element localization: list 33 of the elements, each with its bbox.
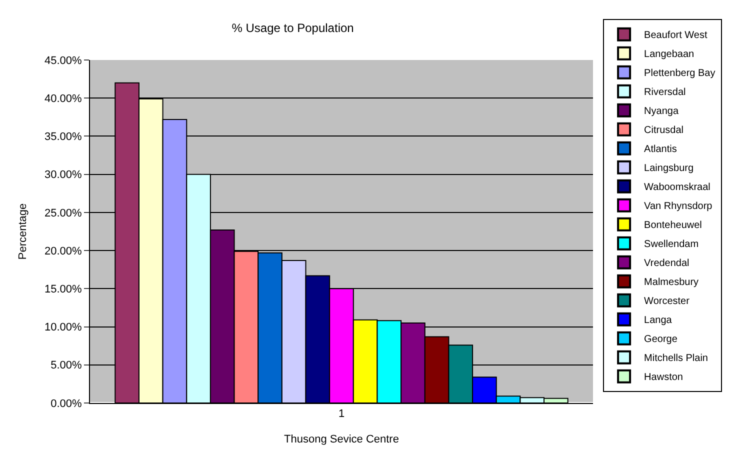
- legend-label: Swellendam: [644, 239, 699, 250]
- y-tick-label: 10.00%: [44, 322, 82, 334]
- y-tick-label: 35.00%: [44, 131, 82, 144]
- legend-label: Langebaan: [644, 49, 694, 60]
- legend-label: Vredendal: [644, 258, 690, 270]
- legend-label: Bonteheuwel: [644, 220, 702, 232]
- legend-label: Atlantis: [644, 144, 677, 156]
- x-axis-title: Thusong Sevice Centre: [284, 433, 399, 446]
- legend-label: Langa: [644, 315, 672, 326]
- y-tick-label: 25.00%: [44, 207, 82, 220]
- legend-label: Worcester: [644, 296, 690, 308]
- y-tick-label: 5.00%: [50, 360, 82, 372]
- legend-label: Nyanga: [644, 106, 679, 118]
- legend-label: Malmesbury: [644, 277, 699, 288]
- legend-label: Van Rhynsdorp: [644, 201, 713, 212]
- legend-label: Citrusdal: [644, 125, 684, 136]
- legend-label: Waboomskraal: [644, 182, 710, 194]
- legend-label: Riversdal: [644, 87, 686, 98]
- legend-label: Plettenberg Bay: [644, 68, 716, 80]
- y-axis-title: Percentage: [17, 203, 30, 260]
- y-tick-label: 30.00%: [44, 169, 82, 182]
- y-tick-label: 15.00%: [44, 284, 82, 296]
- y-tick-label: 40.00%: [44, 92, 82, 105]
- legend-label: Hawston: [644, 372, 683, 384]
- y-tick-label: 20.00%: [44, 245, 82, 258]
- x-tick-label: 1: [338, 408, 345, 420]
- legend-label: Mitchells Plain: [644, 353, 708, 364]
- chart-title: % Usage to Population: [232, 21, 354, 36]
- legend-label: Laingsburg: [644, 163, 694, 174]
- legend-label: Beaufort West: [644, 30, 708, 42]
- y-tick-label: 0.00%: [50, 398, 82, 410]
- legend-label: George: [644, 334, 678, 346]
- y-tick-label: 45.00%: [44, 54, 82, 67]
